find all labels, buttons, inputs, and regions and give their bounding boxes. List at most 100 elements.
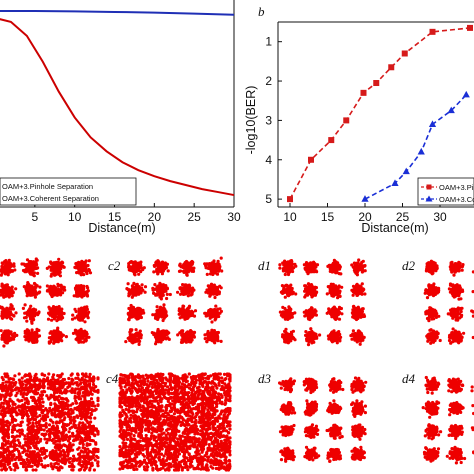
constellation-point [75,271,79,275]
constellation-point [56,326,60,330]
constellation-point [212,259,216,263]
coherent-ber-point [462,90,470,98]
constellation-point [54,292,58,296]
constellation-point [133,307,137,311]
constellation-point [305,312,309,316]
coherent-separation-line [0,9,235,16]
constellation-point [349,334,353,338]
constellation-point [63,288,67,292]
constellation-point [451,294,455,298]
constellation-point [35,376,39,380]
constellation-point [7,315,11,319]
constellation-point [138,287,142,291]
constellation-point [79,267,83,271]
constellation-point [180,290,184,294]
constellation-point [331,286,335,290]
constellation-point [454,318,458,322]
constellation-point [286,317,290,321]
constellation-point [58,316,62,320]
constellation-point [288,292,292,296]
constellation-point [449,334,454,339]
constellation-point [36,271,40,275]
constellation-point [136,265,140,269]
constellation-point [136,333,140,337]
constellation-point [10,317,14,321]
constellation-point [154,342,158,346]
constellation-point [458,316,462,320]
constellation-point [313,285,318,289]
constellation-point [205,272,209,276]
constellation-point [208,311,212,315]
constellation-point [305,268,309,272]
constellation-point [74,387,78,391]
legend-box [0,177,137,206]
constellation-point [40,390,44,394]
constellation-point [124,340,128,344]
constellation-point [176,290,180,294]
constellation-point [189,312,193,316]
constellation-point [129,303,133,308]
constellation-point [21,306,25,310]
panel-b-x-tick-label: 15 [321,210,335,224]
legend-triangle-marker [425,195,433,202]
constellation-point [50,318,54,322]
constellation-point [283,315,287,319]
constellation-point [29,386,33,390]
constellation-panel: d2 [402,258,474,345]
constellation-point [430,313,434,317]
constellation-point [24,386,28,390]
constellation-point [450,310,454,314]
constellation-point [331,269,335,273]
constellation-point [86,289,90,293]
constellation-point [51,288,55,292]
constellation-point [187,288,191,292]
constellation-point [42,384,46,388]
constellation-point [14,394,18,398]
constellation-point [165,296,169,301]
constellation-point [10,389,14,393]
constellation-point [455,334,459,338]
constellation-point [187,266,191,270]
constellation-point [74,309,78,314]
constellation-point [156,329,160,333]
constellation-point [80,318,84,322]
constellation-point [29,304,33,308]
constellation-point [163,286,168,290]
constellation-point [460,265,464,269]
constellation-point [6,271,10,276]
constellation-point [286,272,291,277]
panel-a-legend: OAM+3.Pinhole Separation OAM+3.Coherent … [0,177,137,206]
constellation-point [210,320,214,324]
constellation-point [71,378,75,382]
constellation-point [38,382,42,386]
constellation-point [305,339,309,343]
constellation-point [153,283,157,287]
constellation-point [29,395,33,399]
constellation-point [84,264,89,268]
constellation-point [286,266,290,270]
constellation-point [54,340,58,344]
constellation-point [447,287,451,291]
constellation-point [12,262,16,266]
constellation-point [10,285,14,289]
constellation-point [450,270,454,274]
constellation-point [96,377,100,381]
constellation-point [7,332,11,336]
legend-entry-pinhole: OAM+3.Pinhole Separation [2,182,93,191]
panel-b-x-tick-label: 30 [433,210,447,224]
constellation-point [46,376,50,380]
constellation-point [216,313,220,317]
constellation-point [57,257,61,261]
constellation-point [356,333,360,337]
constellation-point [88,271,93,275]
constellation-point [220,269,224,273]
constellation-point [87,375,91,379]
constellation-point [33,389,37,393]
constellation-point [1,378,5,382]
constellation-point [289,339,293,343]
constellation-point [25,319,29,323]
constellation-point [305,293,310,297]
constellation-point [52,383,57,387]
constellation-point [452,273,456,277]
